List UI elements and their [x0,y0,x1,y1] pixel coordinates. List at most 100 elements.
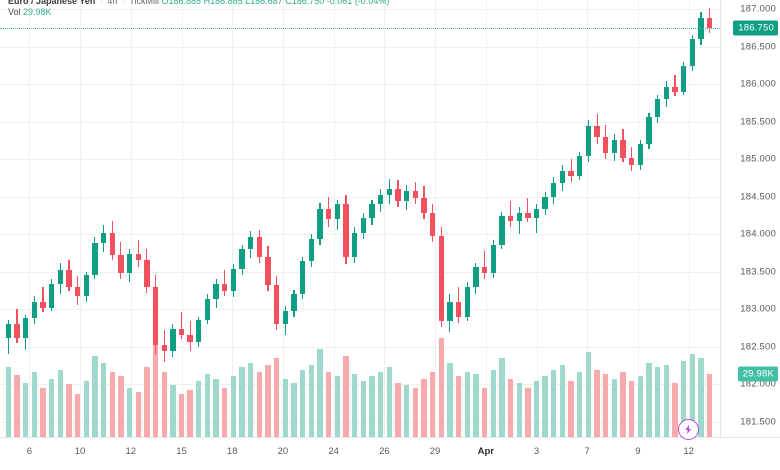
candle-body [265,256,271,286]
candle-body [135,253,141,260]
candle-body [5,324,11,338]
gridline-vertical [232,0,233,437]
candle-body [706,18,713,28]
time-axis[interactable]: 6 10 12 15 18 20 24 26 29 Apr 3 7 9 12 [0,437,780,470]
volume-bar [360,380,366,437]
open-value: 186.885 [168,0,202,6]
legend-separator: · [99,0,103,6]
candle-body [481,267,488,274]
candle-body [447,301,453,322]
volume-bar [698,358,704,437]
volume-bar [455,376,462,437]
change-percent: (-0.04%) [354,0,390,6]
candle-body [637,144,644,166]
candle-body [629,157,635,166]
volume-bar [412,387,418,437]
volume-bar [585,351,592,437]
candle-body [248,237,254,250]
time-axis-tick: 12 [683,446,694,457]
candle-body [490,244,496,274]
volume-bar [48,378,55,437]
volume-bar [204,374,211,437]
volume-bar [22,383,29,437]
time-axis-tick: 3 [533,446,540,457]
volume-bar [135,392,141,437]
high-label: H [203,0,211,6]
volume-bar [663,365,670,437]
candle-body [126,253,133,274]
gridline-vertical [587,0,588,437]
gridline-vertical [435,0,436,437]
candle-body [118,255,124,274]
volume-bar [239,367,245,437]
candle-wick [483,250,486,280]
candle-body [377,195,384,205]
volume-bar [559,365,566,437]
low-value: 186.687 [250,0,283,6]
volume-value: 29.98K [23,7,52,17]
volume-bar [507,378,514,437]
time-axis-tick: 18 [226,446,238,457]
gridline-vertical [486,0,487,437]
candle-body [57,270,63,284]
candle-body [351,232,358,257]
volume-bar [464,371,470,437]
candle-wick [570,159,572,182]
volume-bar [369,376,375,437]
candle-body [577,156,583,176]
price-axis[interactable]: 187.000 186.500 186.000 185.500 185.000 184.5… [720,0,780,437]
volume-bar [265,365,271,437]
price-axis-tick: 182.500 [740,341,776,353]
candle-body [542,196,548,209]
volume-bar [577,371,583,437]
candle-body [611,139,618,154]
candle-body [343,204,349,257]
volume-bar [274,358,280,437]
time-axis-tick: Apr [477,446,494,457]
volume-bar [282,378,289,437]
volume-bar [542,376,548,437]
low-label: L [245,0,251,6]
exchange-label[interactable]: TickMill [129,0,159,6]
symbol-title[interactable]: Euro / Japanese Yen [8,0,96,6]
volume-bar [144,367,150,437]
candle-body [48,283,55,308]
current-price-badge[interactable]: 186.750 [733,20,778,36]
candle-body [204,298,211,320]
gridline-vertical [334,0,335,437]
gridline-horizontal [0,272,720,273]
chart-plot-area[interactable] [0,0,720,437]
volume-bar [334,376,341,437]
volume-bar [637,376,644,437]
candle-body [585,126,592,157]
lightning-bolt-icon[interactable] [677,419,699,440]
gridline-horizontal [0,122,720,123]
candle-body [421,198,427,214]
candle-body [663,87,670,100]
chart-gridlines [0,0,720,437]
candle-body [516,213,522,221]
candle-body [559,171,566,184]
volume-bar [291,383,297,437]
gridline-horizontal [0,9,720,10]
gridline-horizontal [0,384,720,385]
time-axis-tick: 7 [584,446,590,457]
interval-label[interactable]: 4h [107,0,118,6]
gridline-vertical [384,0,385,437]
candle-body [386,189,392,196]
time-axis-tick: 12 [125,446,137,457]
volume-bar [14,375,20,437]
candle-body [681,66,687,92]
volume-bar [317,349,323,437]
candle-body [230,268,237,292]
candle-body [152,286,159,346]
time-axis-tick: 29 [429,446,441,457]
candle-body [369,204,375,218]
candle-body [360,217,366,233]
legend-symbol-row: Euro / Japanese Yen · 4h · TickMill O186… [8,0,389,7]
candle-body [672,87,678,92]
candle-body [473,267,479,287]
candle-body [499,216,505,245]
volume-badge[interactable]: 29.98K [737,366,778,382]
volume-bar [429,371,436,437]
